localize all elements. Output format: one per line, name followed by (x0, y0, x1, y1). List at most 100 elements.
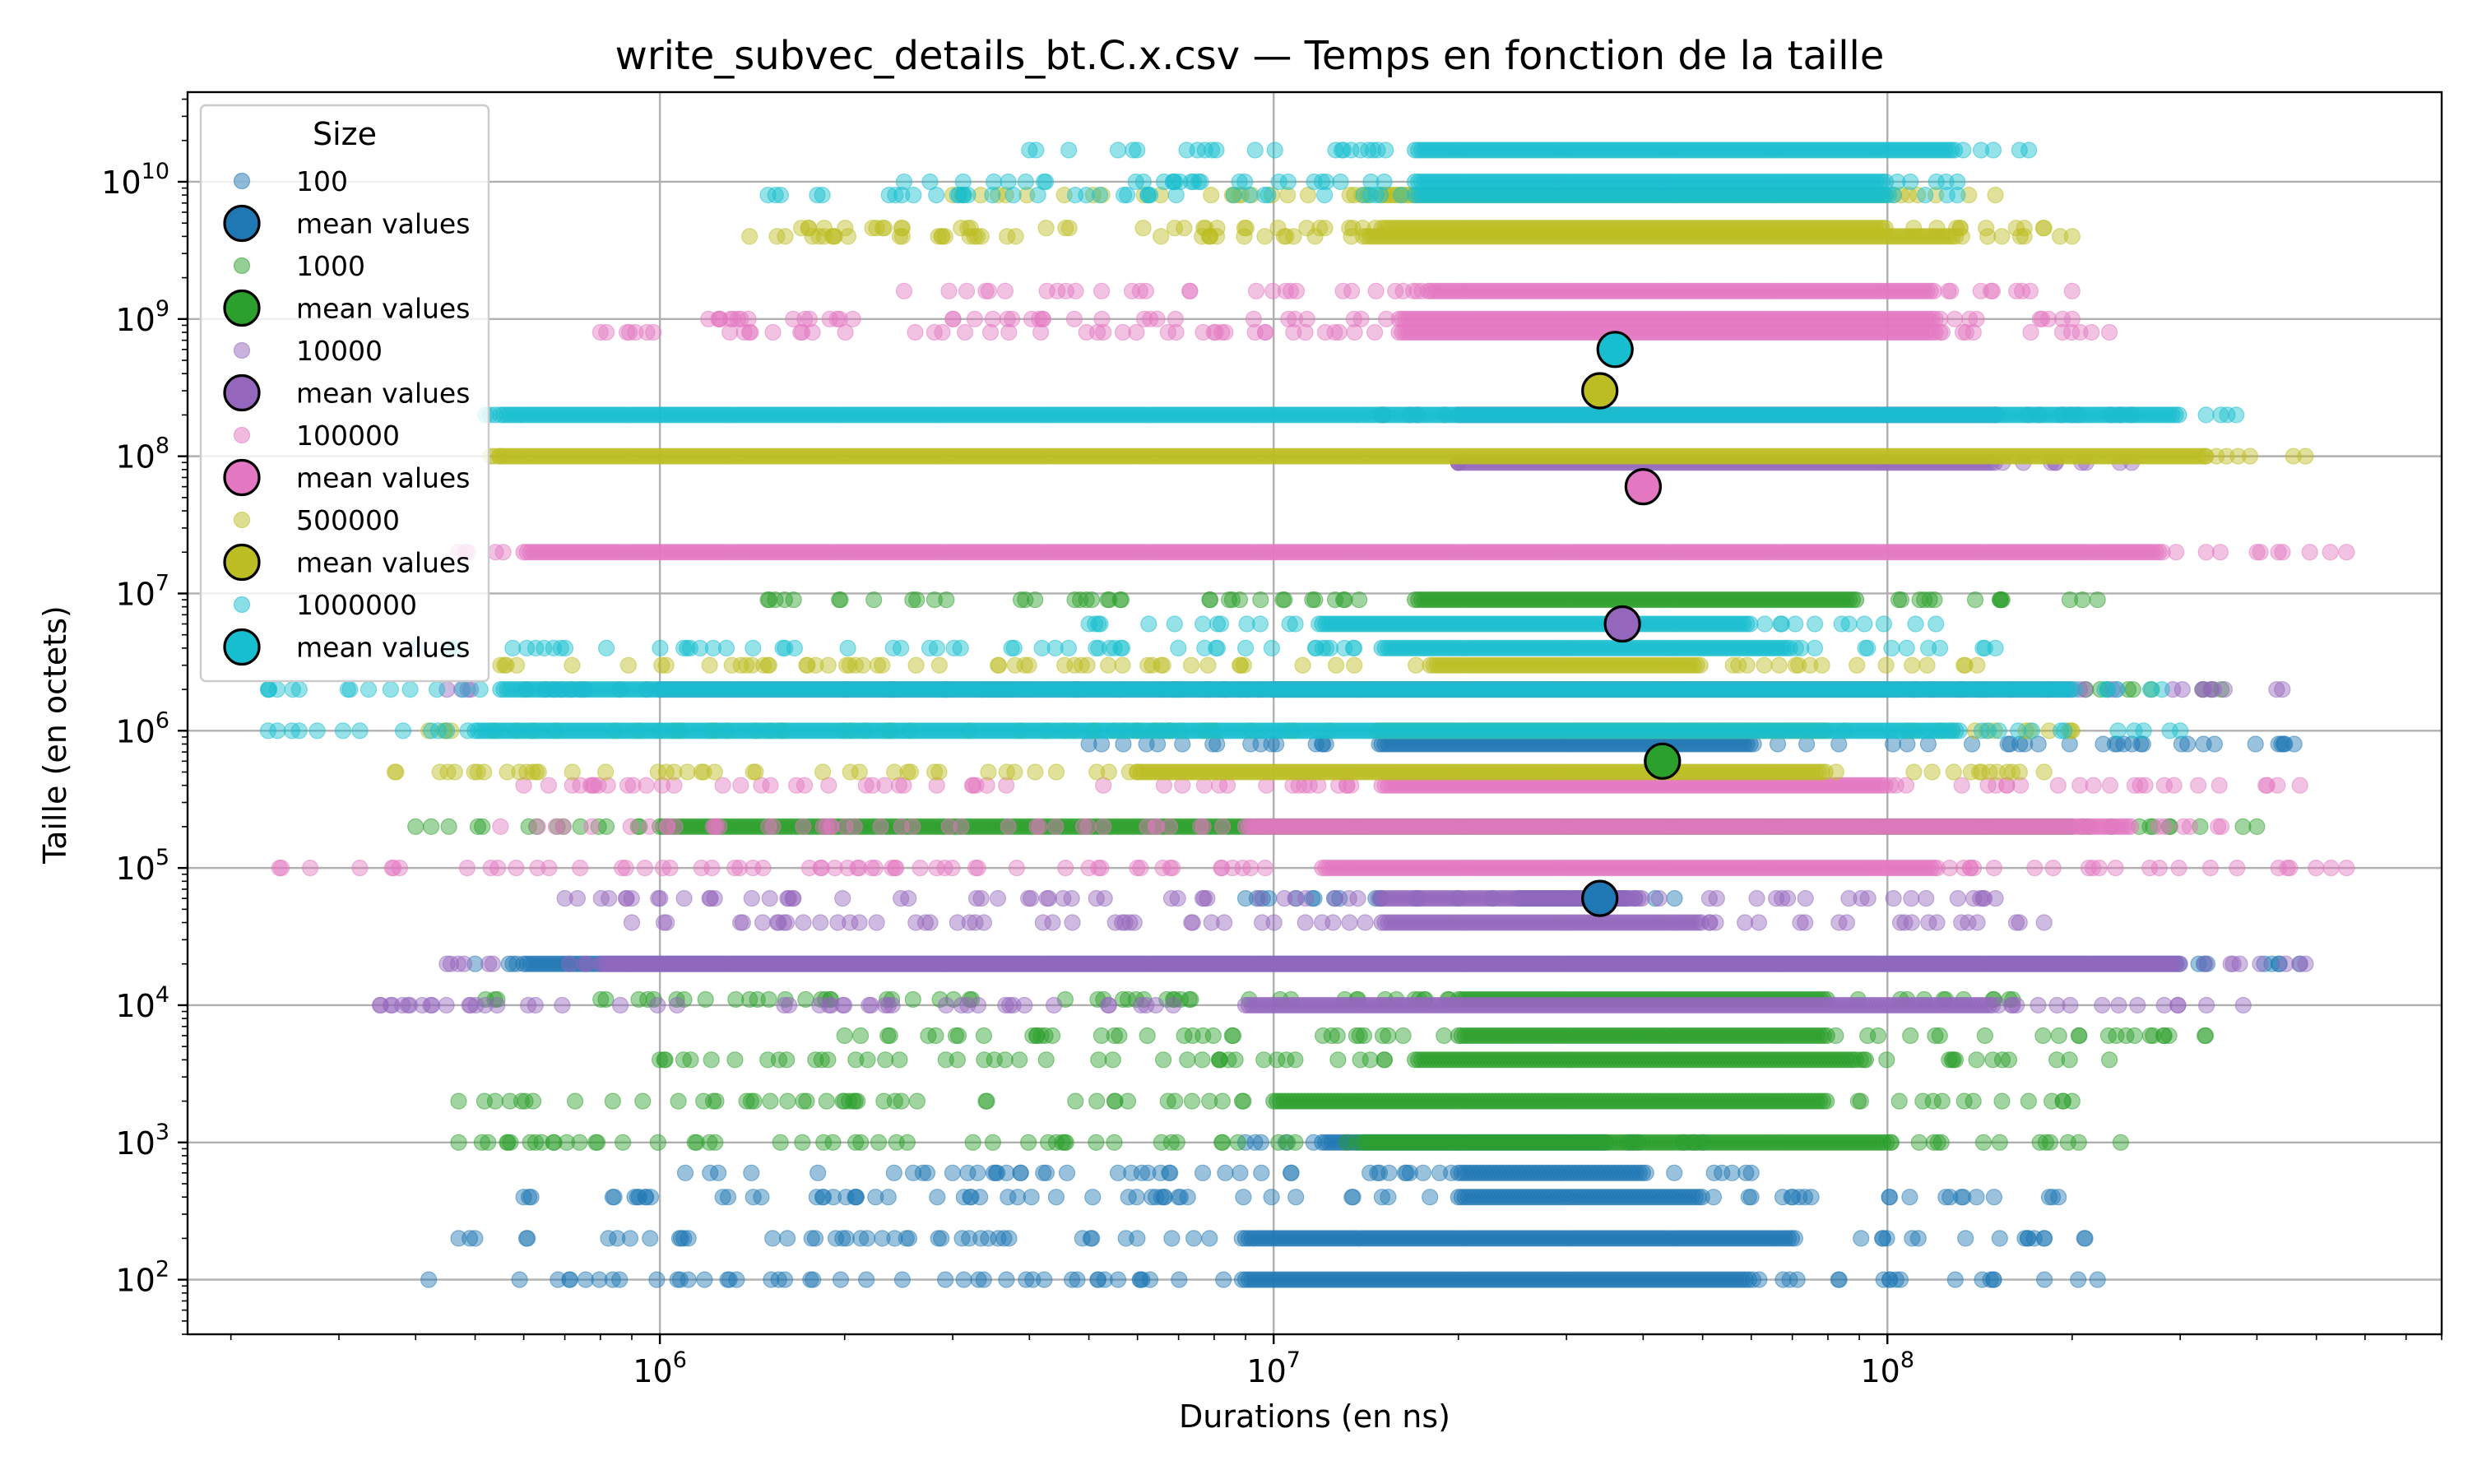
data-point (763, 1093, 778, 1109)
data-point (2071, 1028, 2087, 1044)
data-point (1362, 1052, 1378, 1068)
data-point (1992, 1231, 2007, 1246)
data-point (1904, 915, 1919, 930)
data-point (678, 1165, 694, 1180)
data-point (2051, 1028, 2067, 1044)
data-point (1039, 891, 1055, 907)
data-point (721, 1190, 736, 1205)
data-point (421, 1272, 437, 1287)
data-point (2102, 1052, 2118, 1068)
data-point (650, 998, 666, 1013)
data-point (744, 891, 759, 907)
data-point (742, 992, 758, 1008)
data-point (1023, 1190, 1039, 1205)
data-point (1021, 1134, 1037, 1150)
data-point (577, 956, 592, 972)
data-point (1236, 1093, 1251, 1109)
data-point (729, 1272, 745, 1287)
data-point (765, 1231, 781, 1246)
data-point (1038, 1052, 1054, 1068)
data-point (1714, 1165, 1730, 1180)
data-point (474, 1134, 489, 1150)
data-point (1973, 891, 1988, 907)
data-point (1751, 915, 1766, 930)
data-point (956, 1272, 972, 1287)
data-point (1922, 592, 1937, 608)
data-point (1157, 1190, 1172, 1205)
data-point (1129, 1190, 1144, 1205)
data-point (1830, 1272, 1846, 1287)
data-point (1828, 1028, 1844, 1044)
data-point (670, 998, 685, 1013)
data-point (1038, 1165, 1054, 1180)
data-point (1375, 1028, 1390, 1044)
data-point (1904, 891, 1919, 907)
data-point (1018, 592, 1033, 608)
data-point (1111, 1272, 1126, 1287)
data-point (1875, 1231, 1890, 1246)
data-point (441, 819, 457, 834)
data-point (1911, 1134, 1927, 1150)
data-point (1227, 1052, 1243, 1068)
data-point (772, 1052, 787, 1068)
data-point (892, 1052, 907, 1068)
data-point (2077, 1231, 2093, 1246)
data-point (2298, 956, 2313, 972)
data-point (866, 592, 882, 608)
data-point (2090, 1272, 2105, 1287)
data-point (798, 992, 814, 1008)
data-point (1134, 1272, 1150, 1287)
data-point (1741, 1190, 1756, 1205)
data-point (438, 998, 454, 1013)
data-point (860, 1231, 875, 1246)
data-point (1994, 1093, 2010, 1109)
data-point (1226, 1028, 1241, 1044)
data-point (894, 1272, 910, 1287)
data-point (1775, 1272, 1791, 1287)
data-point (2275, 682, 2290, 698)
data-point (1230, 1134, 1246, 1150)
data-point (930, 1231, 946, 1246)
data-point (1667, 891, 1682, 907)
data-point (2090, 592, 2105, 608)
data-point (772, 1134, 788, 1150)
data-point (2002, 1052, 2017, 1068)
data-point (1841, 891, 1857, 907)
data-point (880, 998, 896, 1013)
data-point (746, 1093, 762, 1109)
data-point (2125, 682, 2141, 698)
data-point (649, 1272, 665, 1287)
data-point (838, 1231, 854, 1246)
data-point (2199, 998, 2215, 1013)
data-point (1709, 891, 1724, 907)
data-point (1088, 1134, 1104, 1150)
data-point (1166, 998, 1181, 1013)
data-point (2249, 819, 2265, 834)
chart-title: write_subvec_details_bt.C.x.csv — Temps … (615, 33, 1885, 79)
data-point (1977, 1028, 1992, 1044)
data-point (869, 915, 884, 930)
data-point (1089, 1093, 1105, 1109)
data-point (1903, 1028, 1918, 1044)
data-point (1184, 915, 1199, 930)
data-point (652, 891, 668, 907)
data-point (1280, 1134, 1296, 1150)
data-point (601, 1231, 616, 1246)
data-point (1005, 998, 1021, 1013)
data-point (2037, 1272, 2053, 1287)
data-point (996, 1231, 1012, 1246)
data-point (2203, 682, 2219, 698)
data-point (1352, 1028, 1367, 1044)
data-points (260, 142, 2354, 1287)
data-point (760, 592, 776, 608)
data-point (1139, 1028, 1155, 1044)
data-point (1932, 1028, 1947, 1044)
data-point (1116, 992, 1131, 1008)
data-point (1101, 998, 1116, 1013)
data-point (1074, 1231, 1090, 1246)
data-point (424, 819, 439, 834)
data-point (1202, 1231, 1218, 1246)
data-point (2197, 956, 2213, 972)
data-point (477, 998, 493, 1013)
